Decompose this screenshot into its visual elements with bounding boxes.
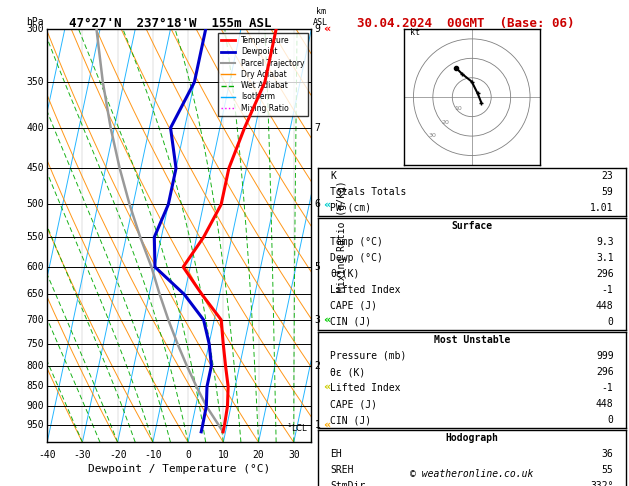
Text: -1: -1 — [602, 285, 613, 295]
Text: 400: 400 — [26, 123, 44, 133]
Text: 10: 10 — [218, 450, 229, 460]
Text: CAPE (J): CAPE (J) — [330, 301, 377, 311]
Text: -20: -20 — [109, 450, 126, 460]
Text: $^1$LCL: $^1$LCL — [287, 422, 308, 434]
Text: θε(K): θε(K) — [330, 269, 359, 279]
Text: Mixing Ratio (g/kg): Mixing Ratio (g/kg) — [337, 180, 347, 292]
Text: 47°27'N  237°18'W  155m ASL: 47°27'N 237°18'W 155m ASL — [69, 17, 271, 30]
Text: 36: 36 — [602, 449, 613, 459]
Text: 999: 999 — [596, 351, 613, 361]
Text: 30: 30 — [288, 450, 299, 460]
Text: 800: 800 — [26, 361, 44, 371]
Text: 700: 700 — [26, 315, 44, 325]
Text: 55: 55 — [602, 465, 613, 475]
Text: «: « — [323, 24, 331, 34]
Text: Totals Totals: Totals Totals — [330, 187, 406, 197]
Text: Pressure (mb): Pressure (mb) — [330, 351, 406, 361]
Text: 30.04.2024  00GMT  (Base: 06): 30.04.2024 00GMT (Base: 06) — [357, 17, 574, 30]
Text: Surface: Surface — [451, 221, 493, 231]
Text: 2: 2 — [314, 361, 320, 371]
Text: StmDir: StmDir — [330, 481, 365, 486]
Text: 7: 7 — [314, 123, 320, 133]
Text: 900: 900 — [26, 401, 44, 411]
Text: 0: 0 — [185, 450, 191, 460]
Text: CAPE (J): CAPE (J) — [330, 399, 377, 409]
Text: -10: -10 — [144, 450, 162, 460]
Text: © weatheronline.co.uk: © weatheronline.co.uk — [410, 469, 533, 479]
Text: CIN (J): CIN (J) — [330, 415, 371, 425]
Text: «: « — [323, 315, 331, 325]
Text: Dewpoint / Temperature (°C): Dewpoint / Temperature (°C) — [88, 464, 270, 474]
Text: Hodograph: Hodograph — [445, 433, 498, 443]
Text: «: « — [323, 419, 331, 430]
Text: hPa: hPa — [26, 17, 44, 27]
Text: 500: 500 — [26, 199, 44, 209]
Text: 0: 0 — [608, 317, 613, 327]
Text: 23: 23 — [602, 171, 613, 181]
Text: 296: 296 — [596, 269, 613, 279]
Text: Temp (°C): Temp (°C) — [330, 237, 383, 247]
Text: 448: 448 — [596, 301, 613, 311]
Text: SREH: SREH — [330, 465, 353, 475]
Text: PW (cm): PW (cm) — [330, 203, 371, 213]
Text: Dewp (°C): Dewp (°C) — [330, 253, 383, 263]
Text: 332°: 332° — [590, 481, 613, 486]
Text: 600: 600 — [26, 262, 44, 272]
Text: 20: 20 — [253, 450, 264, 460]
Text: 950: 950 — [26, 419, 44, 430]
Text: 9.3: 9.3 — [596, 237, 613, 247]
Text: 30: 30 — [428, 133, 436, 138]
Text: EH: EH — [330, 449, 342, 459]
Text: 20: 20 — [442, 120, 449, 124]
Text: -1: -1 — [602, 383, 613, 393]
Text: 3.1: 3.1 — [596, 253, 613, 263]
Text: θε (K): θε (K) — [330, 367, 365, 377]
Text: 350: 350 — [26, 77, 44, 87]
Text: Lifted Index: Lifted Index — [330, 285, 401, 295]
Text: 450: 450 — [26, 163, 44, 174]
Text: K: K — [330, 171, 336, 181]
Text: 448: 448 — [596, 399, 613, 409]
Text: «: « — [323, 199, 331, 209]
Text: 300: 300 — [26, 24, 44, 34]
Text: 3: 3 — [314, 315, 320, 325]
Text: 550: 550 — [26, 232, 44, 242]
Text: 10: 10 — [455, 106, 462, 111]
Text: 1: 1 — [314, 419, 320, 430]
Text: 1.01: 1.01 — [590, 203, 613, 213]
Legend: Temperature, Dewpoint, Parcel Trajectory, Dry Adiabat, Wet Adiabat, Isotherm, Mi: Temperature, Dewpoint, Parcel Trajectory… — [218, 33, 308, 116]
Text: -40: -40 — [38, 450, 56, 460]
Text: km
ASL: km ASL — [313, 7, 328, 27]
Text: Lifted Index: Lifted Index — [330, 383, 401, 393]
Text: «: « — [323, 382, 331, 392]
Text: 296: 296 — [596, 367, 613, 377]
Text: 5: 5 — [314, 262, 320, 272]
Text: 650: 650 — [26, 290, 44, 299]
Text: 9: 9 — [314, 24, 320, 34]
Text: kt: kt — [409, 28, 420, 37]
Text: 59: 59 — [602, 187, 613, 197]
Text: 0: 0 — [608, 415, 613, 425]
Text: 6: 6 — [314, 199, 320, 209]
Text: 850: 850 — [26, 382, 44, 392]
Text: 750: 750 — [26, 339, 44, 348]
Text: -30: -30 — [74, 450, 91, 460]
Text: CIN (J): CIN (J) — [330, 317, 371, 327]
Text: Most Unstable: Most Unstable — [433, 335, 510, 345]
